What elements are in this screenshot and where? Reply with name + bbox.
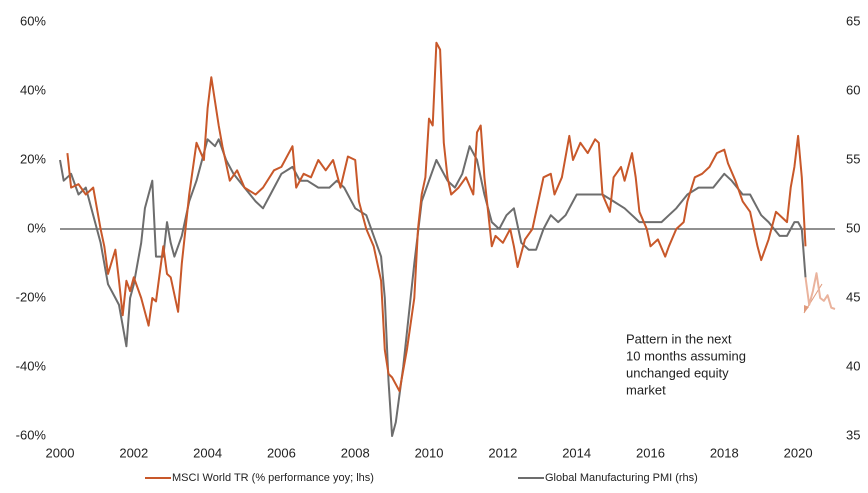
y-tick-label: 20%: [20, 151, 46, 166]
y-tick-label: 40%: [20, 82, 46, 97]
x-tick-label: 2002: [119, 445, 148, 460]
y2-tick-label: 60: [846, 82, 860, 97]
projection-line: [804, 272, 836, 310]
x-tick-label: 2000: [46, 445, 75, 460]
x-tick-label: 2012: [488, 445, 517, 460]
x-tick-label: 2004: [193, 445, 222, 460]
x-tick-label: 2014: [562, 445, 591, 460]
x-tick-label: 2008: [341, 445, 370, 460]
annotation: 10 months assuming: [626, 348, 746, 363]
y2-tick-label: 55: [846, 151, 860, 166]
y-tick-label: -60%: [16, 427, 47, 442]
y2-tick-label: 35: [846, 427, 860, 442]
y2-tick-label: 50: [846, 220, 860, 235]
y2-tick-label: 65: [846, 13, 860, 28]
y-tick-label: 60%: [20, 13, 46, 28]
annotation: unchanged equity: [626, 365, 729, 380]
y2-tick-label: 40: [846, 358, 860, 373]
annotation: market: [626, 382, 666, 397]
x-tick-label: 2010: [415, 445, 444, 460]
annotation: Pattern in the next: [626, 331, 732, 346]
x-tick-label: 2020: [784, 445, 813, 460]
legend-label: Global Manufacturing PMI (rhs): [545, 472, 698, 484]
y-tick-label: -40%: [16, 358, 47, 373]
y-tick-label: -20%: [16, 289, 47, 304]
x-tick-label: 2016: [636, 445, 665, 460]
x-tick-label: 2018: [710, 445, 739, 460]
series-line: [66, 41, 807, 393]
legend-label: MSCI World TR (% performance yoy; lhs): [172, 472, 374, 484]
x-tick-label: 2006: [267, 445, 296, 460]
y2-tick-label: 45: [846, 289, 860, 304]
y-tick-label: 0%: [27, 220, 46, 235]
annotation-arrowhead: [804, 305, 809, 313]
